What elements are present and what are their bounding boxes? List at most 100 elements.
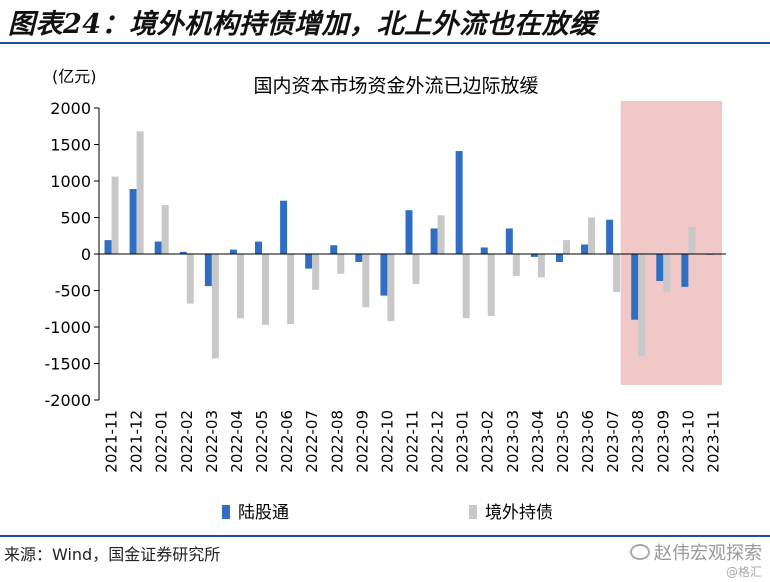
bar-lugutong-2021-12 bbox=[129, 189, 137, 254]
x-tick-label: 2023-02 bbox=[479, 410, 497, 473]
bar-lugutong-2022-09 bbox=[355, 254, 363, 263]
bar-bond-2022-12 bbox=[437, 215, 445, 254]
legend-swatch-bond bbox=[469, 505, 477, 519]
x-tick-label: 2022-04 bbox=[228, 410, 246, 473]
x-tick-label: 2022-12 bbox=[429, 410, 447, 473]
x-tick-label: 2022-06 bbox=[278, 410, 296, 473]
bar-bond-2022-03 bbox=[211, 254, 219, 359]
y-tick-label: 1500 bbox=[50, 136, 91, 155]
x-tick-label: 2021-11 bbox=[103, 410, 121, 473]
bar-bond-2022-07 bbox=[312, 254, 320, 290]
bar-bond-2022-05 bbox=[262, 254, 270, 325]
bar-lugutong-2022-04 bbox=[229, 249, 237, 254]
bar-lugutong-2022-07 bbox=[305, 254, 313, 269]
bar-bond-2023-08 bbox=[638, 254, 646, 357]
y-tick-label: -1000 bbox=[45, 318, 92, 337]
bar-lugutong-2023-09 bbox=[656, 254, 664, 282]
x-tick-label: 2022-09 bbox=[353, 410, 371, 473]
x-tick-label: 2023-07 bbox=[604, 410, 622, 473]
bar-bond-2022-01 bbox=[161, 205, 169, 254]
source-rule bbox=[0, 535, 770, 537]
bar-bond-2023-09 bbox=[663, 254, 671, 292]
bar-chart: 国内资本市场资金外流已边际放缓 (亿元) 2000 1500 1000 500 0 -50… bbox=[45, 67, 726, 523]
x-tick-label: 2023-03 bbox=[504, 410, 522, 473]
watermark-sub: @格汇 bbox=[725, 565, 762, 579]
bar-lugutong-2023-01 bbox=[455, 151, 463, 254]
bar-lugutong-2023-04 bbox=[530, 254, 538, 257]
title-rule bbox=[0, 42, 770, 44]
bar-lugutong-2022-03 bbox=[204, 254, 212, 287]
bar-lugutong-2022-01 bbox=[154, 241, 162, 254]
bar-lugutong-2023-03 bbox=[505, 228, 513, 254]
bar-lugutong-2023-02 bbox=[480, 247, 488, 254]
bar-lugutong-2022-05 bbox=[255, 241, 263, 254]
bar-bond-2023-07 bbox=[613, 254, 621, 292]
x-tick-label: 2023-06 bbox=[579, 410, 597, 473]
bar-bond-2022-10 bbox=[387, 254, 395, 322]
bar-bond-2021-11 bbox=[111, 176, 119, 254]
x-tick-label: 2023-08 bbox=[629, 410, 647, 473]
x-tick-label: 2022-01 bbox=[153, 410, 171, 473]
bar-bond-2023-02 bbox=[487, 254, 495, 317]
figure-title: 图表24：境外机构持债增加，北上外流也在放缓 bbox=[8, 9, 597, 40]
y-tick-label: 500 bbox=[60, 209, 91, 228]
bar-lugutong-2022-10 bbox=[380, 254, 388, 296]
y-tick-label: 2000 bbox=[50, 99, 91, 118]
bar-lugutong-2022-12 bbox=[430, 228, 438, 254]
bar-bond-2022-09 bbox=[362, 254, 370, 308]
legend-label-lugutong: 陆股通 bbox=[238, 503, 289, 523]
x-tick-label: 2022-11 bbox=[404, 410, 422, 473]
bars-layer bbox=[104, 131, 714, 359]
bar-lugutong-2021-11 bbox=[104, 240, 112, 254]
x-tick-label: 2023-10 bbox=[679, 410, 697, 473]
x-tick-label: 2023-09 bbox=[654, 410, 672, 473]
x-tick-label: 2022-08 bbox=[328, 410, 346, 473]
wechat-icon bbox=[630, 544, 650, 560]
highlight-band bbox=[620, 101, 722, 385]
bar-bond-2023-05 bbox=[562, 240, 570, 254]
bar-bond-2023-04 bbox=[537, 254, 545, 278]
bar-lugutong-2023-05 bbox=[555, 254, 563, 263]
bar-bond-2022-02 bbox=[186, 254, 194, 304]
bar-lugutong-2022-11 bbox=[405, 210, 413, 254]
legend: 陆股通 境外持债 bbox=[222, 503, 553, 523]
y-tick-label: 1000 bbox=[50, 172, 91, 191]
bar-bond-2023-03 bbox=[512, 254, 520, 276]
chart-title: 国内资本市场资金外流已边际放缓 bbox=[253, 75, 538, 97]
x-tick-label: 2023-01 bbox=[454, 410, 472, 473]
x-tick-label: 2022-05 bbox=[253, 410, 271, 473]
bar-bond-2022-06 bbox=[287, 254, 295, 325]
bar-lugutong-2022-08 bbox=[330, 245, 338, 254]
bar-bond-2022-04 bbox=[236, 254, 244, 319]
highlight-layer bbox=[620, 101, 722, 385]
bar-lugutong-2022-02 bbox=[179, 251, 187, 254]
bar-lugutong-2022-06 bbox=[280, 200, 288, 254]
watermark-text: 赵伟宏观探索 bbox=[654, 543, 762, 564]
bar-lugutong-2023-08 bbox=[631, 254, 639, 320]
x-tick-label: 2023-04 bbox=[529, 410, 547, 473]
x-tick-label: 2022-02 bbox=[178, 410, 196, 473]
x-tick-label: 2022-03 bbox=[203, 410, 221, 473]
legend-swatch-lugutong bbox=[222, 505, 230, 519]
y-tick-label: -1500 bbox=[45, 355, 92, 374]
bar-bond-2021-12 bbox=[136, 131, 144, 254]
watermark: 赵伟宏观探索 bbox=[630, 539, 762, 565]
y-axis-unit-label: (亿元) bbox=[52, 67, 97, 86]
x-tick-label: 2021-12 bbox=[128, 410, 146, 473]
bar-lugutong-2023-06 bbox=[581, 244, 589, 254]
y-tick-label: -2000 bbox=[45, 391, 92, 410]
bar-bond-2023-06 bbox=[588, 217, 596, 254]
x-tick-label: 2022-07 bbox=[303, 410, 321, 473]
axes-layer: 2000 1500 1000 500 0 -500 -1000 -1500 -2000 2021-… bbox=[45, 99, 726, 473]
x-tick-label: 2023-05 bbox=[554, 410, 572, 473]
bar-bond-2022-11 bbox=[412, 254, 420, 284]
bar-bond-2023-10 bbox=[688, 226, 696, 254]
bar-lugutong-2023-10 bbox=[681, 254, 689, 287]
bar-bond-2022-08 bbox=[337, 254, 345, 274]
source-note: 来源：Wind，国金证券研究所 bbox=[4, 545, 221, 564]
x-tick-label: 2023-11 bbox=[704, 410, 722, 473]
bar-lugutong-2023-07 bbox=[606, 219, 614, 254]
x-tick-label: 2022-10 bbox=[378, 410, 396, 473]
legend-label-bond: 境外持债 bbox=[485, 503, 553, 523]
bar-bond-2023-01 bbox=[462, 254, 470, 319]
